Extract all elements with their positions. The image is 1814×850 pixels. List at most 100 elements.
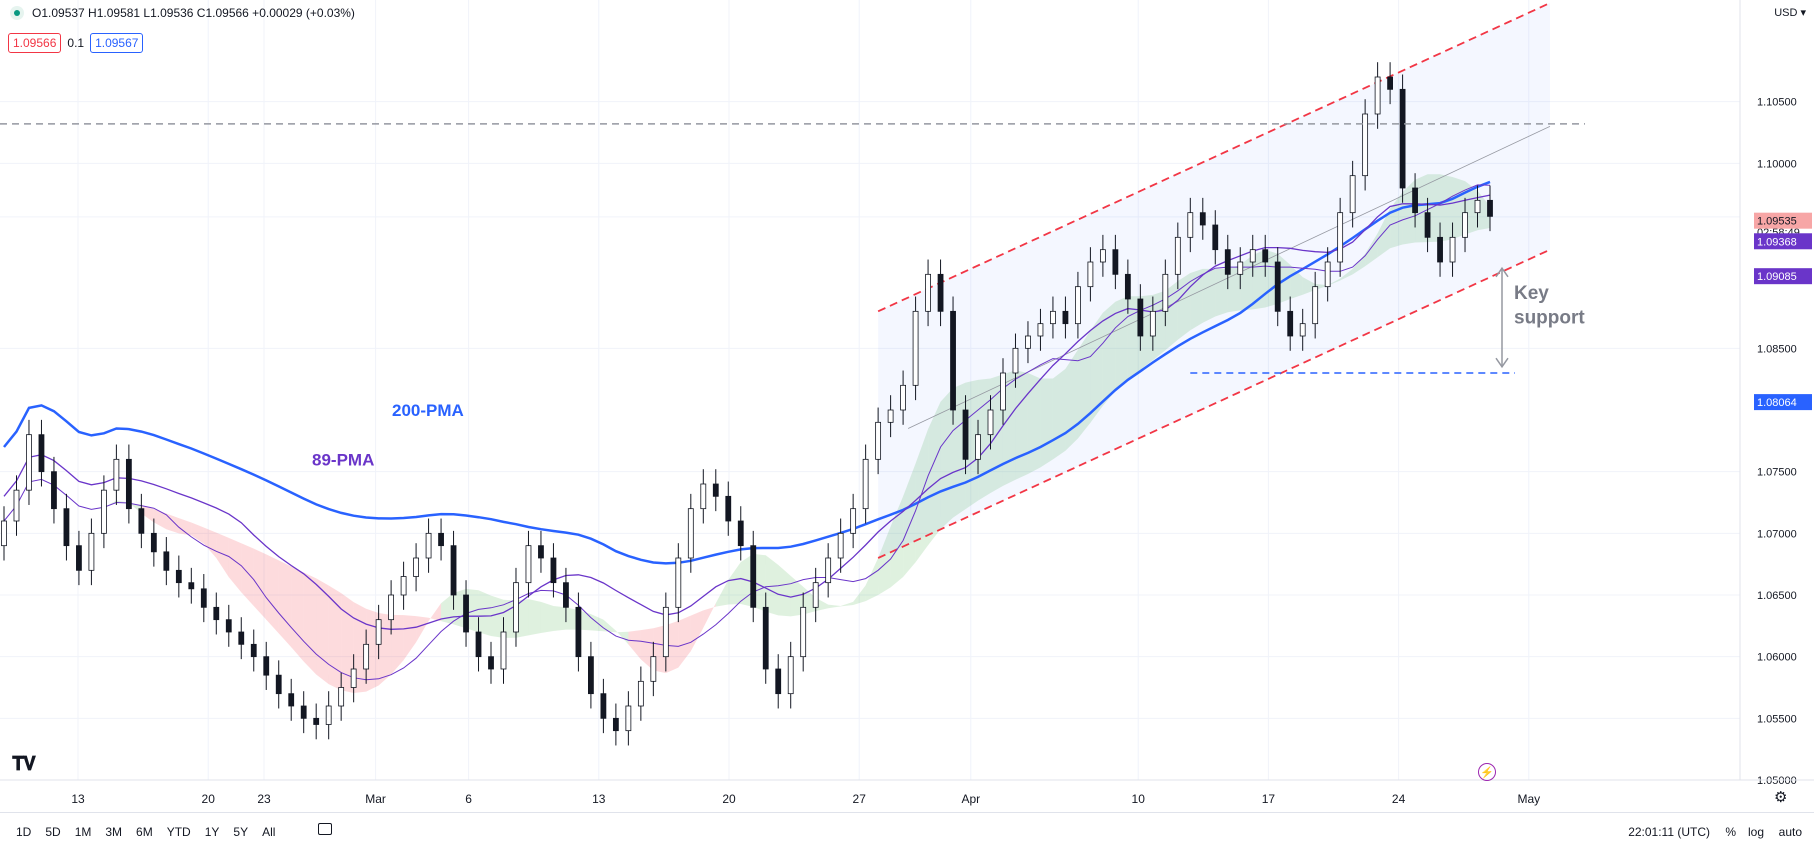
candle-body — [525, 545, 532, 584]
cloud-segment — [266, 554, 279, 634]
cloud-segment — [1465, 181, 1478, 235]
time-tick-label: 20 — [202, 792, 216, 806]
candle-body — [875, 421, 882, 460]
cloud-segment — [1315, 283, 1328, 290]
candle-body — [63, 508, 70, 547]
candle-body — [488, 656, 494, 670]
time-tick-label: May — [1517, 792, 1540, 806]
candle-body — [1037, 323, 1044, 337]
auto-toggle[interactable]: auto — [1778, 825, 1802, 839]
ma-89-line — [3, 194, 1491, 630]
candle-body — [288, 693, 295, 707]
buy-button[interactable]: 1.09567 — [90, 33, 144, 53]
cloud-segment — [603, 619, 616, 633]
market-status-icon — [10, 6, 24, 20]
range-5y[interactable]: 5Y — [233, 825, 249, 839]
cloud-segment — [840, 601, 854, 607]
cloud-segment — [366, 608, 379, 692]
candle-body — [1474, 199, 1481, 214]
candle-body — [850, 508, 857, 534]
candle-body — [1, 520, 7, 547]
price-label: 1.09085 — [1757, 271, 1797, 283]
cloud-segment — [1302, 277, 1316, 295]
candle-body — [375, 619, 382, 645]
range-ytd[interactable]: YTD — [166, 825, 191, 839]
calendar-icon[interactable] — [318, 823, 332, 835]
price-label: 1.08064 — [1757, 397, 1797, 409]
candle-body — [925, 273, 931, 312]
cloud-segment — [328, 585, 342, 691]
range-1y[interactable]: 1Y — [204, 825, 220, 839]
time-tick-label: Mar — [365, 792, 386, 806]
cloud-segment — [178, 518, 192, 536]
candle-body — [612, 717, 619, 732]
cloud-segment — [216, 532, 229, 578]
candle-body — [837, 532, 844, 559]
cloud-segment — [1165, 281, 1178, 351]
candle-body — [900, 384, 906, 411]
candle-body — [563, 582, 569, 608]
cloud-segment — [1365, 233, 1378, 267]
lightning-icon[interactable]: ⚡ — [1478, 763, 1496, 781]
price-label-bg — [1754, 268, 1812, 285]
ma-200-label: 200-PMA — [392, 401, 464, 420]
currency-selector[interactable]: USD ▾ — [1774, 7, 1806, 19]
candle-body — [263, 656, 270, 676]
range-5d[interactable]: 5D — [45, 825, 61, 839]
cloud-segment — [1202, 268, 1216, 323]
cloud-segment — [341, 593, 354, 693]
candle-body — [600, 693, 607, 719]
candle-body — [1162, 273, 1169, 312]
range-6m[interactable]: 6M — [136, 825, 153, 839]
cloud-segment — [428, 603, 442, 622]
candle-body — [1174, 236, 1181, 275]
time-tick-label: 27 — [853, 792, 867, 806]
candle-body — [1262, 249, 1269, 263]
range-1m[interactable]: 1M — [74, 825, 92, 839]
candle-body — [1449, 236, 1456, 263]
time-tick-label: 6 — [465, 792, 472, 806]
candle-body — [1025, 335, 1031, 349]
cloud-segment — [291, 566, 304, 662]
range-all[interactable]: All — [262, 825, 276, 839]
candle-body — [1137, 298, 1144, 337]
candle-body — [213, 606, 220, 621]
price-label: 1.09535 — [1757, 216, 1797, 228]
cloud-segment — [1052, 368, 1066, 460]
support-arrow-head-bottom — [1495, 357, 1509, 369]
percent-toggle[interactable]: % — [1725, 825, 1736, 839]
candle-body — [438, 532, 444, 547]
range-1d[interactable]: 1D — [16, 825, 32, 839]
cloud-segment — [628, 630, 641, 660]
candle-body — [250, 643, 257, 658]
candle-body — [1274, 261, 1281, 312]
candle-body — [662, 606, 669, 658]
time-tick-label: 13 — [592, 792, 606, 806]
candle-body — [51, 471, 57, 510]
candle-body — [1374, 76, 1381, 115]
candle-body — [1224, 249, 1231, 275]
key-support-label: Key — [1514, 283, 1549, 304]
sell-button[interactable]: 1.09566 — [8, 33, 62, 53]
candle-body — [912, 310, 919, 386]
candle-body — [100, 489, 107, 534]
channel-upper-line — [877, 2, 1551, 313]
price-tick-label: 1.10500 — [1757, 97, 1797, 109]
gear-icon[interactable]: ⚙ — [1774, 789, 1788, 806]
cloud-segment — [391, 614, 404, 675]
clock-display[interactable]: 22:01:11 (UTC) — [1628, 825, 1710, 839]
cloud-segment — [940, 388, 954, 530]
candle-body — [275, 674, 282, 695]
cloud-segment — [878, 526, 891, 595]
range-3m[interactable]: 3M — [105, 825, 123, 839]
cloud-segment — [1477, 190, 1490, 231]
price-label-bg — [1754, 212, 1812, 229]
candle-body — [1337, 212, 1344, 263]
log-toggle[interactable]: log — [1747, 825, 1764, 839]
cloud-segment — [1002, 370, 1016, 486]
candle-body — [313, 717, 320, 725]
cloud-segment — [615, 630, 629, 645]
cloud-segment — [903, 463, 916, 577]
candle-body — [363, 643, 370, 670]
